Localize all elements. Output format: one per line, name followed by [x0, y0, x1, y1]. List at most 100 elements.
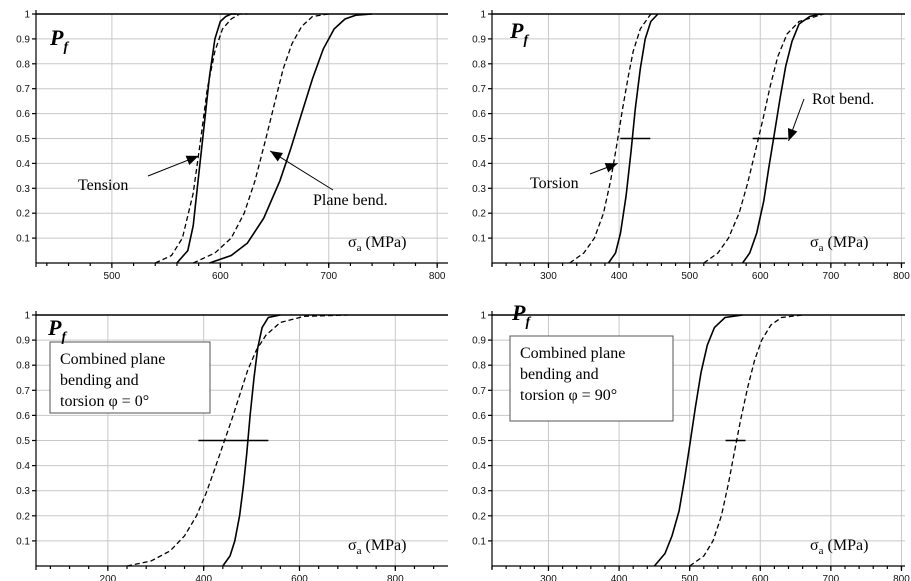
- series-line-2: [689, 314, 803, 567]
- x-axis-label-unit: (MPa): [366, 234, 407, 251]
- y-axis-label: Pf: [511, 300, 531, 330]
- x-tick-label: 300: [540, 271, 557, 282]
- x-axis-label-sub: a: [357, 242, 362, 254]
- y-axis-label-sub: f: [523, 33, 529, 48]
- y-tick-label: 0.7: [472, 84, 486, 95]
- annotation-arrow-head: [787, 128, 798, 141]
- y-tick-label: 0.5: [16, 436, 30, 447]
- x-axis-label-sub: a: [819, 545, 824, 557]
- y-tick-label: 1: [480, 311, 486, 322]
- annotation-line: torsion φ = 0°: [60, 393, 149, 410]
- series-line-1: [222, 314, 281, 567]
- annotation-line: bending and: [60, 372, 139, 389]
- y-tick-label: 0.3: [472, 486, 486, 497]
- y-tick-label: 0.4: [472, 461, 486, 472]
- y-tick-label: 0.1: [16, 234, 30, 245]
- y-tick-label: 0.8: [16, 59, 30, 70]
- y-tick-label: 0.1: [472, 536, 486, 547]
- x-tick-label: 600: [291, 574, 308, 581]
- x-tick-label: 700: [320, 271, 337, 282]
- annotation-label: Rot bend.: [812, 91, 874, 108]
- y-tick-label: 0.8: [472, 59, 486, 70]
- y-axis-label-main: P: [49, 25, 64, 50]
- y-axis-label-sub: f: [525, 315, 531, 330]
- annotation-line: Plane bend.: [313, 192, 388, 209]
- x-axis-label-unit: (MPa): [366, 537, 407, 554]
- series-line-3: [209, 13, 373, 264]
- y-tick-label: 0.3: [472, 184, 486, 195]
- x-tick-label: 600: [212, 271, 229, 282]
- y-axis-label: Pf: [509, 18, 529, 48]
- x-tick-label: 400: [195, 574, 212, 581]
- annotation-line: Combined plane: [520, 345, 625, 362]
- series-line-2: [569, 13, 652, 264]
- y-tick-label: 1: [480, 10, 486, 21]
- y-tick-label: 0.9: [472, 34, 486, 45]
- annotation-arrow-head: [270, 150, 284, 162]
- y-tick-label: 0.1: [16, 536, 30, 547]
- x-tick-label: 600: [752, 574, 769, 581]
- chart-panel-3: 0.1 0.2 0.3 0.4 0.5 0.6 0.7 0.8 0.9 1 200 400 600 800…: [16, 311, 448, 581]
- y-tick-label: 0.5: [472, 436, 486, 447]
- y-tick-label: 0.2: [472, 209, 486, 220]
- x-tick-label: 600: [752, 271, 769, 282]
- y-tick-label: 0.5: [472, 134, 486, 145]
- annotation-arrow-head: [604, 163, 618, 173]
- y-tick-label: 0.4: [472, 159, 486, 170]
- x-tick-label: 500: [104, 271, 121, 282]
- x-tick-label: 400: [611, 271, 628, 282]
- y-tick-label: 0.8: [472, 361, 486, 372]
- y-tick-label: 0.3: [16, 486, 30, 497]
- y-tick-label: 0.6: [472, 411, 486, 422]
- x-axis-label-unit: (MPa): [828, 234, 869, 251]
- chart-panel-2: 0.1 0.2 0.3 0.4 0.5 0.6 0.7 0.8 0.9 1 300 400 500 600…: [472, 10, 910, 283]
- y-tick-label: 0.9: [16, 34, 30, 45]
- annotation-arrow-line: [269, 150, 334, 191]
- x-axis-label: σa (MPa): [348, 537, 406, 557]
- x-axis-label-main: σ: [348, 234, 357, 251]
- x-tick-label: 800: [429, 271, 446, 282]
- x-tick-label: 800: [893, 271, 910, 282]
- annotation-label: Plane bend.: [313, 192, 388, 209]
- y-tick-label: 0.8: [16, 361, 30, 372]
- series-line-4: [703, 13, 824, 264]
- x-axis-label-main: σ: [348, 537, 357, 554]
- annotation-line: torsion φ = 90°: [520, 387, 617, 404]
- x-axis-label-unit: (MPa): [828, 537, 869, 554]
- annotation-line: bending and: [520, 366, 599, 383]
- y-axis-label: Pf: [47, 315, 67, 345]
- annotation-box: [49, 341, 211, 414]
- y-tick-label: 1: [24, 311, 30, 322]
- x-tick-label: 800: [893, 574, 910, 581]
- annotation-line: Combined plane: [60, 351, 165, 368]
- y-tick-label: 0.9: [472, 336, 486, 347]
- y-tick-label: 0.1: [472, 234, 486, 245]
- y-axis-label-sub: f: [63, 40, 69, 55]
- series-line-1: [653, 314, 743, 567]
- y-tick-label: 0.6: [16, 411, 30, 422]
- y-tick-label: 0.5: [16, 134, 30, 145]
- annotation-label: Combined plane bending and torsion φ = 90°: [520, 345, 625, 404]
- x-tick-label: 500: [681, 574, 698, 581]
- x-axis-label-sub: a: [357, 545, 362, 557]
- y-tick-label: 0.6: [472, 109, 486, 120]
- annotation-line: Rot bend.: [812, 91, 874, 108]
- y-tick-label: 0.4: [16, 461, 30, 472]
- x-axis-label-main: σ: [810, 537, 819, 554]
- y-axis-label-main: P: [511, 300, 526, 325]
- series-line-2: [155, 13, 248, 264]
- y-tick-label: 0.7: [16, 386, 30, 397]
- annotation-line: Tension: [78, 177, 128, 194]
- annotation-label: Torsion: [530, 175, 579, 192]
- x-tick-label: 400: [611, 574, 628, 581]
- y-tick-label: 1: [24, 10, 30, 21]
- x-tick-label: 700: [823, 271, 840, 282]
- annotation-arrow-head: [185, 155, 199, 166]
- x-tick-label: 300: [540, 574, 557, 581]
- y-tick-label: 0.3: [16, 184, 30, 195]
- x-tick-label: 500: [681, 271, 698, 282]
- x-tick-label: 800: [387, 574, 404, 581]
- y-axis-label-main: P: [509, 18, 524, 43]
- y-tick-label: 0.6: [16, 109, 30, 120]
